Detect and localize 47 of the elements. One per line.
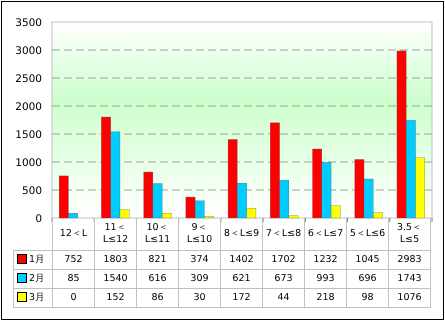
data-label: 172 (220, 288, 262, 308)
data-label: 621 (220, 270, 262, 288)
data-label: 1540 (94, 270, 136, 288)
x-tick-label: 11＜L≤12 (94, 218, 136, 250)
y-tick-label: 3000 (15, 45, 42, 57)
data-label: 696 (346, 270, 388, 288)
x-tick-label: 6＜L≤7 (304, 218, 346, 250)
data-label: 2983 (388, 250, 430, 270)
x-tick-label: 12＜L (52, 218, 94, 250)
x-tick-label: 10＜L≤11 (136, 218, 178, 250)
data-label: 85 (52, 270, 94, 288)
data-label: 374 (178, 250, 220, 270)
data-label: 86 (136, 288, 178, 308)
y-tick-label: 2000 (15, 101, 42, 113)
y-tick-label: 2500 (15, 73, 42, 85)
x-tick-label: 5＜L≤6 (346, 218, 388, 250)
y-tick-label: 0 (35, 213, 42, 225)
data-label: 821 (136, 250, 178, 270)
data-label: 1803 (94, 250, 136, 270)
data-label: 44 (262, 288, 304, 308)
data-label: 1402 (220, 250, 262, 270)
data-label: 218 (304, 288, 346, 308)
y-tick-label: 3500 (15, 17, 42, 29)
text: 1月 (29, 254, 46, 265)
y-tick-label: 500 (22, 185, 42, 197)
data-label: 1076 (388, 288, 430, 308)
legend-label: 2月 (29, 273, 46, 284)
y-tick-label: 1500 (15, 129, 42, 141)
data-label: 1702 (262, 250, 304, 270)
data-label: 993 (304, 270, 346, 288)
x-tick-label: 3.5＜L≤5 (388, 218, 430, 250)
data-label: 98 (346, 288, 388, 308)
data-label: 673 (262, 270, 304, 288)
y-tick-label: 1000 (15, 157, 42, 169)
data-label: 152 (94, 288, 136, 308)
data-label: 752 (52, 250, 94, 270)
data-label: 1045 (346, 250, 388, 270)
x-tick-label: 9＜L≤10 (178, 218, 220, 250)
legend-label: 3月 (29, 292, 46, 303)
data-label: 30 (178, 288, 220, 308)
data-label: 1232 (304, 250, 346, 270)
data-label: 1743 (388, 270, 430, 288)
data-label: 0 (52, 288, 94, 308)
data-label: 616 (136, 270, 178, 288)
x-tick-label: 8＜L≤9 (220, 218, 262, 250)
data-label: 309 (178, 270, 220, 288)
x-tick-label: 7＜L≤8 (262, 218, 304, 250)
